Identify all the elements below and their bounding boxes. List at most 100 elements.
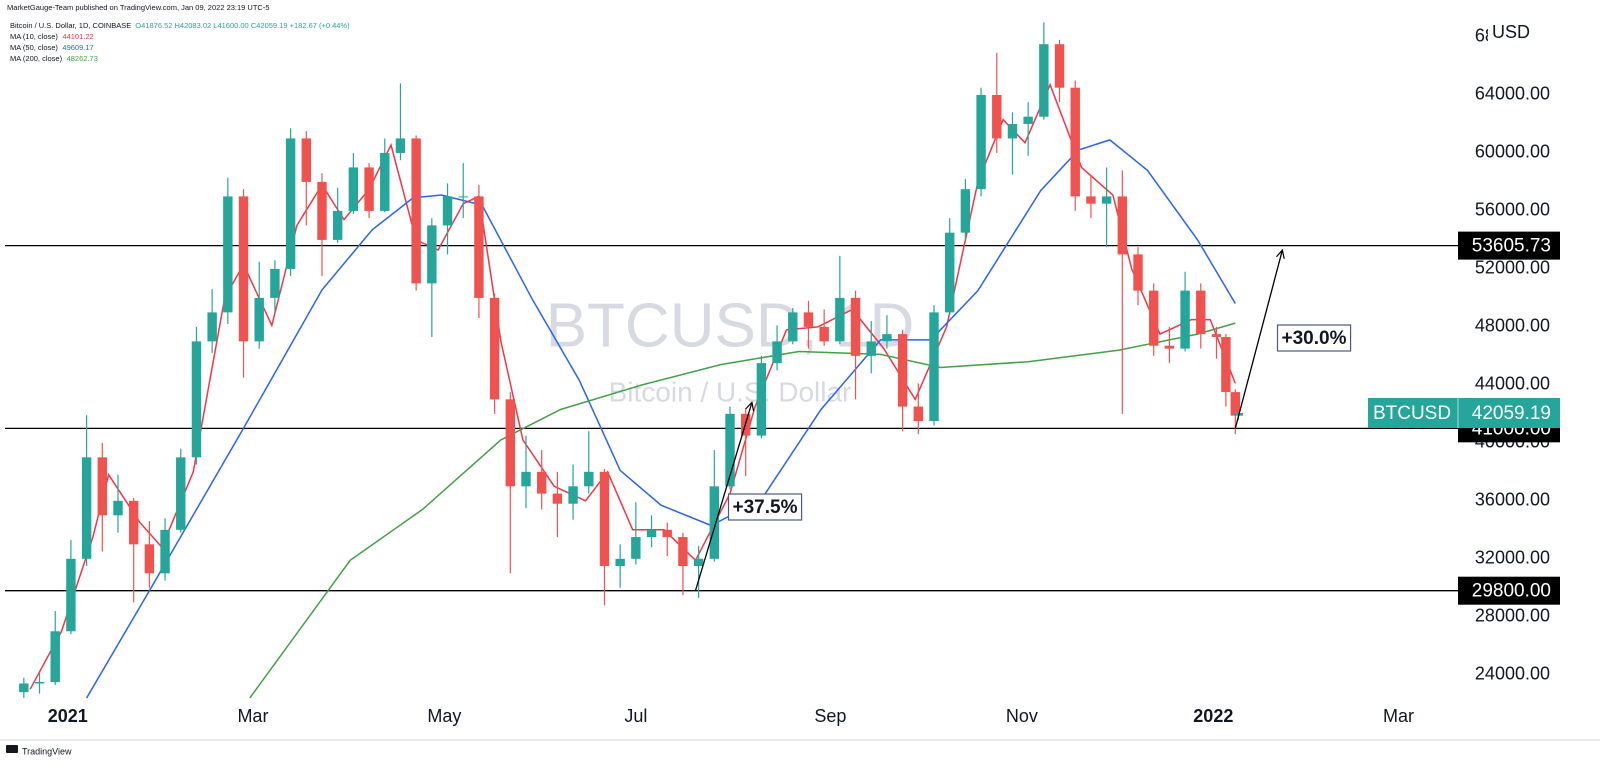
candle-body (866, 341, 876, 356)
candle-body (348, 167, 359, 211)
candle-body (160, 529, 170, 574)
price-tag-symbol: BTCUSD (1373, 403, 1451, 424)
candle-body (254, 297, 264, 342)
candle-body (1230, 392, 1241, 416)
candle-body (1148, 290, 1159, 346)
candle-body (223, 196, 233, 313)
candle-body (1211, 334, 1222, 338)
y-tick-label: 36000.00 (1475, 490, 1550, 510)
footer: TradingView (22, 746, 72, 756)
candle-body (662, 529, 672, 538)
level-label: 29800.00 (1472, 581, 1551, 602)
candle-body (191, 341, 202, 458)
candle-body (835, 297, 845, 342)
annotation-box (727, 493, 803, 521)
candle-body (1117, 196, 1128, 255)
candle-body (380, 152, 390, 211)
x-tick-label: Jul (624, 706, 647, 726)
candle-body (803, 312, 814, 327)
annotation: +30.0% (1282, 328, 1347, 349)
candle-body (1054, 44, 1065, 88)
candle-body (332, 210, 343, 240)
candle-body (34, 682, 45, 684)
candle-body (599, 471, 610, 567)
candle-body (50, 631, 60, 683)
watermark-name: Bitcoin / U.S. Dollar (609, 376, 852, 407)
candle-body (66, 558, 76, 632)
currency-box (1488, 20, 1558, 46)
ohlc-line: O41876.52 H42083.02 L41600.00 C42059.19 … (135, 21, 350, 30)
moving-average-line (249, 322, 1236, 699)
candle-body (552, 493, 563, 504)
candle-body (992, 94, 1002, 139)
x-tick-label: Mar (237, 706, 268, 726)
footer-logo (6, 745, 18, 753)
candle-body (1164, 345, 1175, 349)
arrow (694, 402, 751, 591)
candle-body (913, 406, 924, 422)
candle-body (772, 341, 782, 364)
ma-legend-name: MA (10, close) (10, 32, 58, 41)
x-tick-label: 2022 (1193, 706, 1233, 726)
candle-body (442, 196, 453, 226)
candle-body (301, 138, 312, 182)
candle-body (521, 471, 531, 487)
y-tick-label: 60000.00 (1475, 142, 1550, 162)
candle-body (1101, 196, 1112, 204)
candle-body (364, 167, 374, 211)
level-label: 53605.73 (1472, 236, 1551, 257)
ma-legend-name: MA (200, close) (10, 54, 63, 63)
candle-body (1007, 123, 1018, 139)
candle-body (207, 312, 217, 342)
candle-body (725, 413, 735, 487)
candle-body (474, 196, 484, 298)
y-tick-label: 52000.00 (1475, 258, 1550, 278)
candle-body (897, 334, 908, 407)
candle-body (756, 363, 767, 436)
x-tick-label: Mar (1383, 706, 1414, 726)
level-label-box (1458, 576, 1560, 605)
ma-legend-name: MA (50, close) (10, 43, 58, 52)
candle-body (976, 94, 986, 190)
candle-body (631, 537, 641, 559)
price-tag (1368, 397, 1560, 428)
annotation: +37.5% (733, 497, 798, 518)
candle-body (1023, 116, 1033, 124)
candle-body (819, 326, 829, 342)
candle-body (81, 457, 92, 559)
y-tick-label: 64000.00 (1475, 84, 1550, 104)
candle-body (536, 471, 547, 494)
candle-body (270, 268, 280, 298)
candle-body (850, 297, 861, 356)
candle-body (489, 297, 500, 400)
candle-body (427, 225, 437, 284)
x-tick-label: 2021 (48, 706, 88, 726)
moving-average-line (29, 82, 1236, 690)
candle-body (568, 486, 578, 504)
candle-body (646, 529, 657, 538)
y-tick-label: 48000.00 (1475, 316, 1550, 336)
level-label-box (1458, 231, 1560, 260)
currency: USD (1492, 22, 1530, 42)
candle-body (584, 471, 594, 487)
ma-legend-value: 44101.22 (62, 32, 93, 41)
candle-body (1180, 290, 1190, 349)
candle-body (505, 399, 516, 487)
y-tick-label: 56000.00 (1475, 200, 1550, 220)
candle-body (1039, 44, 1049, 117)
y-tick-label: 32000.00 (1475, 548, 1550, 568)
y-tick-label: 24000.00 (1475, 664, 1550, 684)
x-tick-label: Nov (1006, 706, 1038, 726)
candle-body (1070, 87, 1080, 197)
x-tick-label: May (427, 706, 461, 726)
candle-body (1086, 196, 1096, 204)
candle-body (944, 232, 955, 313)
candle-body (960, 189, 971, 233)
candle-body (1133, 254, 1143, 291)
publisher: MarketGauge-Team published on TradingVie… (7, 3, 270, 12)
candle-body (788, 312, 798, 342)
candle-body (411, 138, 421, 284)
candle-body (678, 537, 688, 567)
